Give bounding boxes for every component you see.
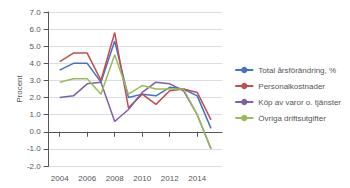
svg-text:-2.0: -2.0: [27, 162, 41, 171]
svg-text:2006: 2006: [78, 174, 96, 183]
svg-text:1.0: 1.0: [30, 110, 42, 119]
svg-text:Personalkostnader: Personalkostnader: [258, 82, 325, 91]
svg-text:Köp av varor o. tjänster: Köp av varor o. tjänster: [258, 98, 341, 107]
svg-text:7.0: 7.0: [30, 8, 42, 17]
svg-text:5.0: 5.0: [30, 42, 42, 51]
svg-text:Procent: Procent: [15, 74, 24, 102]
svg-text:4.0: 4.0: [30, 59, 42, 68]
svg-text:0.0: 0.0: [30, 127, 42, 136]
svg-text:3.0: 3.0: [30, 76, 42, 85]
svg-text:2014: 2014: [188, 174, 206, 183]
svg-text:2.0: 2.0: [30, 93, 42, 102]
svg-text:2012: 2012: [161, 174, 179, 183]
svg-text:2008: 2008: [106, 174, 124, 183]
svg-text:Total årsförändring, %: Total årsförändring, %: [258, 66, 336, 75]
svg-text:-1.0: -1.0: [27, 144, 41, 153]
svg-text:2010: 2010: [133, 174, 151, 183]
svg-text:2004: 2004: [51, 174, 69, 183]
svg-text:6.0: 6.0: [30, 25, 42, 34]
svg-text:Övriga driftsutgifter: Övriga driftsutgifter: [258, 114, 326, 123]
